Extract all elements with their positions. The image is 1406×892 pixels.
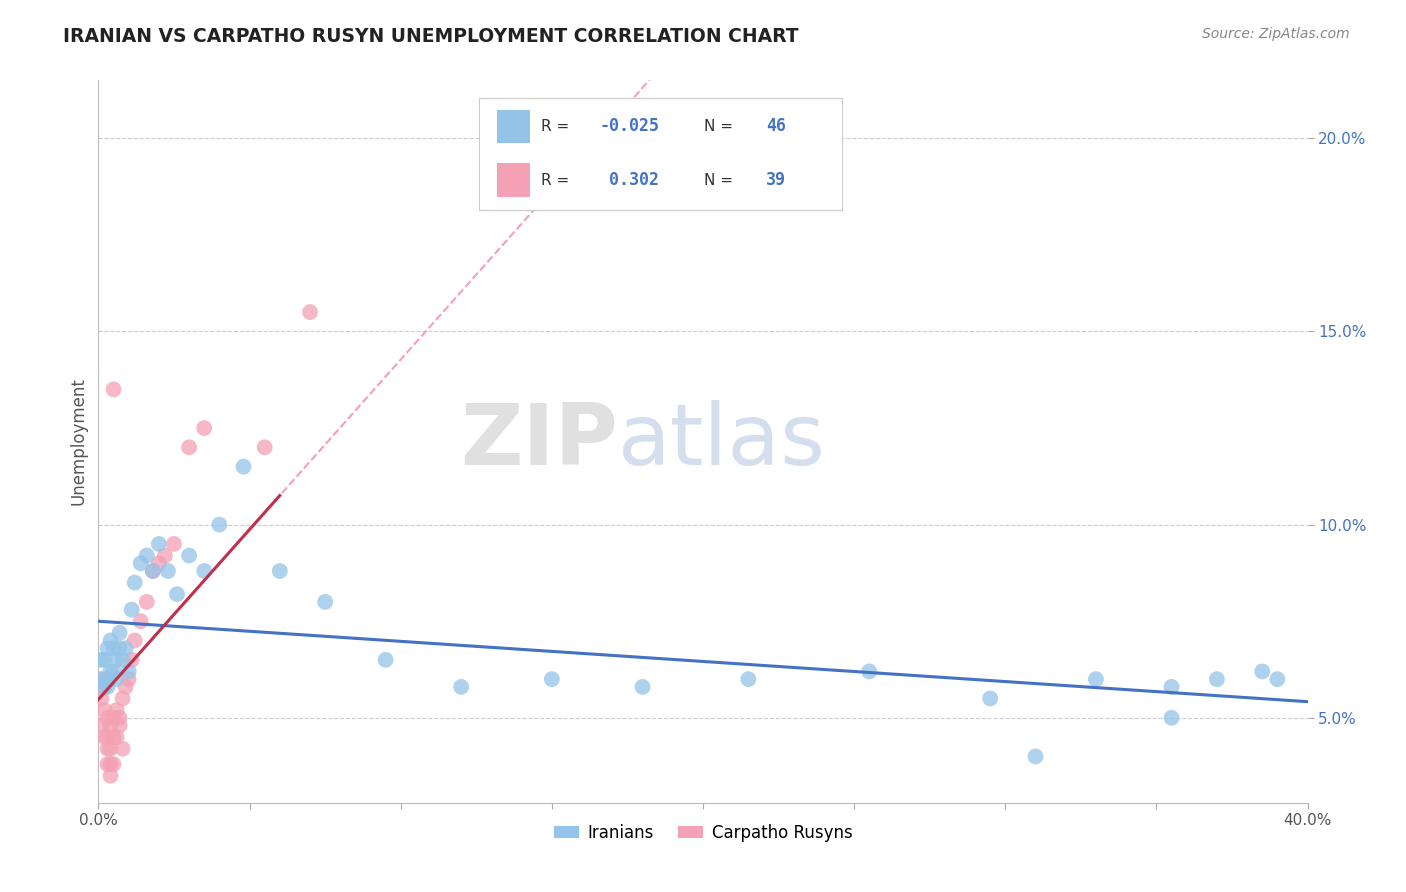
Point bbox=[103, 665, 125, 679]
Point bbox=[135, 595, 157, 609]
Point bbox=[93, 680, 115, 694]
Point bbox=[153, 549, 176, 563]
Point bbox=[93, 653, 115, 667]
Point bbox=[105, 672, 128, 686]
Point bbox=[692, 151, 714, 165]
Point bbox=[100, 757, 122, 772]
Point bbox=[179, 440, 201, 454]
Point bbox=[193, 564, 215, 578]
Point bbox=[858, 665, 880, 679]
Point bbox=[105, 653, 128, 667]
Point bbox=[737, 672, 759, 686]
Point bbox=[100, 769, 122, 783]
Point bbox=[111, 653, 134, 667]
Point bbox=[631, 680, 654, 694]
Text: IRANIAN VS CARPATHO RUSYN UNEMPLOYMENT CORRELATION CHART: IRANIAN VS CARPATHO RUSYN UNEMPLOYMENT C… bbox=[63, 27, 799, 45]
Point bbox=[90, 691, 112, 706]
Point bbox=[1206, 672, 1229, 686]
Point bbox=[118, 665, 141, 679]
Point bbox=[121, 653, 143, 667]
Point bbox=[93, 703, 115, 717]
Point bbox=[111, 741, 134, 756]
Point bbox=[193, 421, 215, 435]
Point bbox=[1160, 680, 1182, 694]
Point bbox=[121, 602, 143, 616]
Point bbox=[299, 305, 322, 319]
Point bbox=[979, 691, 1001, 706]
Point bbox=[114, 641, 136, 656]
Point bbox=[93, 730, 115, 744]
Point bbox=[450, 680, 472, 694]
Point bbox=[179, 549, 201, 563]
Point bbox=[135, 549, 157, 563]
Point bbox=[108, 641, 131, 656]
Point bbox=[93, 680, 115, 694]
Point bbox=[118, 672, 141, 686]
Point bbox=[1251, 665, 1274, 679]
Point bbox=[96, 757, 118, 772]
Point bbox=[96, 641, 118, 656]
Point bbox=[129, 614, 152, 628]
Point bbox=[108, 718, 131, 732]
Point bbox=[142, 564, 165, 578]
Point bbox=[103, 641, 125, 656]
Point bbox=[253, 440, 276, 454]
Point bbox=[208, 517, 231, 532]
Point bbox=[100, 718, 122, 732]
Point bbox=[269, 564, 291, 578]
Point bbox=[90, 653, 112, 667]
Point bbox=[103, 711, 125, 725]
Point bbox=[124, 575, 146, 590]
Point bbox=[156, 564, 179, 578]
Point bbox=[166, 587, 188, 601]
Text: Source: ZipAtlas.com: Source: ZipAtlas.com bbox=[1202, 27, 1350, 41]
Point bbox=[96, 730, 118, 744]
Point bbox=[100, 633, 122, 648]
Point bbox=[314, 595, 336, 609]
Point bbox=[163, 537, 186, 551]
Point bbox=[129, 556, 152, 570]
Point bbox=[142, 564, 165, 578]
Point bbox=[96, 711, 118, 725]
Point bbox=[108, 711, 131, 725]
Point bbox=[124, 633, 146, 648]
Text: atlas: atlas bbox=[619, 400, 827, 483]
Point bbox=[1160, 711, 1182, 725]
Point bbox=[1267, 672, 1289, 686]
Point bbox=[374, 653, 396, 667]
Point bbox=[108, 625, 131, 640]
Legend: Iranians, Carpatho Rusyns: Iranians, Carpatho Rusyns bbox=[547, 817, 859, 848]
Point bbox=[100, 741, 122, 756]
Point bbox=[148, 537, 170, 551]
Point bbox=[111, 691, 134, 706]
Point bbox=[103, 757, 125, 772]
Point bbox=[103, 383, 125, 397]
Point bbox=[105, 703, 128, 717]
Point bbox=[96, 680, 118, 694]
Point bbox=[96, 741, 118, 756]
Y-axis label: Unemployment: Unemployment bbox=[69, 377, 87, 506]
Point bbox=[100, 665, 122, 679]
Point bbox=[90, 718, 112, 732]
Point bbox=[148, 556, 170, 570]
Point bbox=[90, 672, 112, 686]
Point bbox=[114, 680, 136, 694]
Point bbox=[1085, 672, 1108, 686]
Point bbox=[232, 459, 254, 474]
Point bbox=[90, 672, 112, 686]
Point bbox=[1024, 749, 1046, 764]
Text: ZIP: ZIP bbox=[461, 400, 619, 483]
Point bbox=[96, 672, 118, 686]
Point bbox=[540, 672, 562, 686]
Point bbox=[103, 730, 125, 744]
Point bbox=[105, 730, 128, 744]
